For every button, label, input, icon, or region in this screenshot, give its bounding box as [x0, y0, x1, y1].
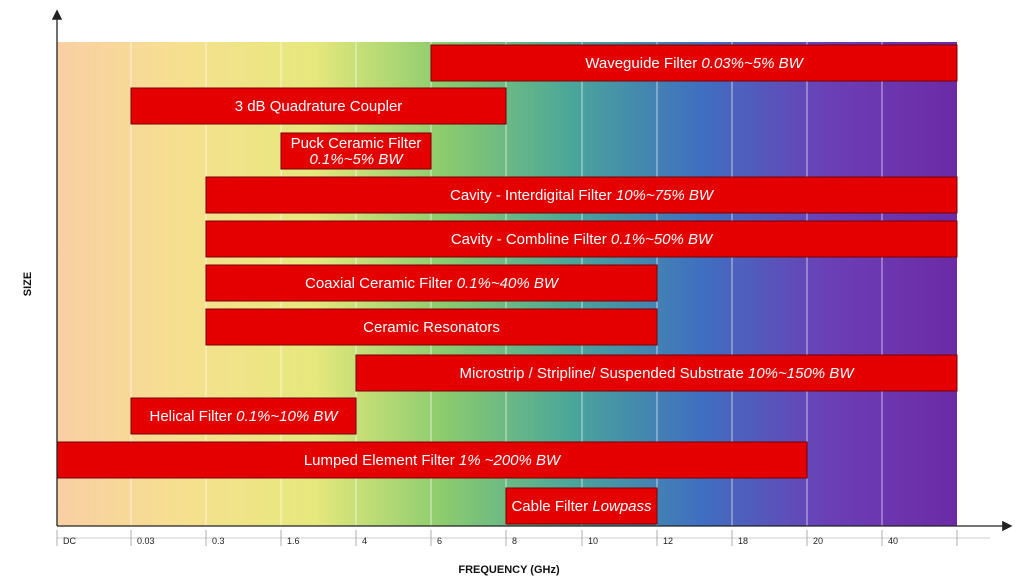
bar-rect [205, 220, 958, 258]
bar-note: Lowpass [588, 498, 652, 515]
filter-bar: Microstrip / Stripline/ Suspended Substr… [355, 354, 958, 392]
x-tick-label: 0.3 [212, 536, 225, 546]
x-tick-label: 4 [362, 536, 367, 546]
x-tick-label: 10 [588, 536, 598, 546]
bar-label: Cavity - Interdigital Filter 10%~75% BW [450, 187, 715, 204]
axes [51, 9, 1013, 539]
x-ticks: DC 0.03 0.3 1.6 4 6 8 10 12 18 20 40 [56, 530, 958, 546]
x-tick-label: 12 [663, 536, 673, 546]
bar-label: 3 dB Quadrature Coupler [235, 98, 403, 115]
bar-label: Coaxial Ceramic Filter 0.1%~40% BW [305, 275, 560, 292]
bar-rect [355, 354, 958, 392]
bar-label: Puck Ceramic Filter [291, 135, 422, 152]
bar-label-name: Lumped Element Filter [304, 452, 455, 469]
bar-label: Waveguide Filter 0.03%~5% BW [585, 55, 804, 72]
bar-label-name: Ceramic Resonators [363, 319, 500, 336]
filter-bar: Cavity - Combline Filter 0.1%~50% BW [205, 220, 958, 258]
bar-label-name: Microstrip / Stripline/ Suspended Substr… [460, 365, 744, 382]
bar-rect [205, 176, 958, 214]
bar-note: 0.03%~5% BW [697, 55, 804, 72]
x-tick-label: DC [63, 536, 76, 546]
bar-label-name: Helical Filter [150, 408, 233, 425]
bar-rect [205, 264, 658, 302]
x-tick-label: 20 [813, 536, 823, 546]
bar-label-name: Waveguide Filter [585, 55, 697, 72]
bar-label: Microstrip / Stripline/ Suspended Substr… [460, 365, 856, 382]
bar-label: Lumped Element Filter 1% ~200% BW [304, 452, 562, 469]
bar-label: Cable Filter Lowpass [511, 498, 652, 515]
filter-bar: Cavity - Interdigital Filter 10%~75% BW [205, 176, 958, 214]
filter-bar: Cable Filter Lowpass [505, 487, 658, 525]
x-tick-label: 6 [437, 536, 442, 546]
bar-note: 10%~75% BW [612, 187, 715, 204]
bar-label-name: Cavity - Interdigital Filter [450, 187, 612, 204]
bar-rect [130, 87, 507, 125]
bar-rect [430, 44, 958, 82]
bar-note: 0.1%~40% BW [453, 275, 560, 292]
bar-rect [205, 308, 658, 346]
bar-label-name: 3 dB Quadrature Coupler [235, 98, 403, 115]
bar-rect [130, 397, 357, 435]
bar-note: 1% ~200% BW [455, 452, 562, 469]
x-tick-label: 40 [888, 536, 898, 546]
bar-label-name: Cable Filter [511, 498, 588, 515]
x-tick-label: 18 [738, 536, 748, 546]
x-axis-title: FREQUENCY (GHz) [458, 564, 560, 576]
bar-label: Cavity - Combline Filter 0.1%~50% BW [451, 231, 714, 248]
bar-note: 0.1%~50% BW [607, 231, 714, 248]
x-tick-label: 8 [512, 536, 517, 546]
filter-bar: Ceramic Resonators [205, 308, 658, 346]
bar-label: Ceramic Resonators [363, 319, 500, 336]
bar-label-name: Coaxial Ceramic Filter [305, 275, 453, 292]
y-axis-title: SIZE [22, 272, 34, 296]
filter-bar: Helical Filter 0.1%~10% BW [130, 397, 357, 435]
x-tick-label: 0.03 [137, 536, 155, 546]
filter-bar: Lumped Element Filter 1% ~200% BW [56, 441, 808, 479]
filter-bar: Waveguide Filter 0.03%~5% BW [430, 44, 958, 82]
bar-label: Helical Filter 0.1%~10% BW [150, 408, 340, 425]
x-tick-label: 1.6 [287, 536, 300, 546]
bar-label-name: Cavity - Combline Filter [451, 231, 607, 248]
filter-bar: 3 dB Quadrature Coupler [130, 87, 507, 125]
bar-note: 10%~150% BW [744, 365, 855, 382]
bar-rect [56, 441, 808, 479]
bar-note: 0.1%~5% BW [310, 151, 405, 168]
bar-rect [280, 132, 432, 170]
bar-note: 0.1%~10% BW [232, 408, 339, 425]
bars: Waveguide Filter 0.03%~5% BW 3 dB Quadrat… [56, 44, 958, 525]
filter-bar: Coaxial Ceramic Filter 0.1%~40% BW [205, 264, 658, 302]
bar-rect [505, 487, 658, 525]
